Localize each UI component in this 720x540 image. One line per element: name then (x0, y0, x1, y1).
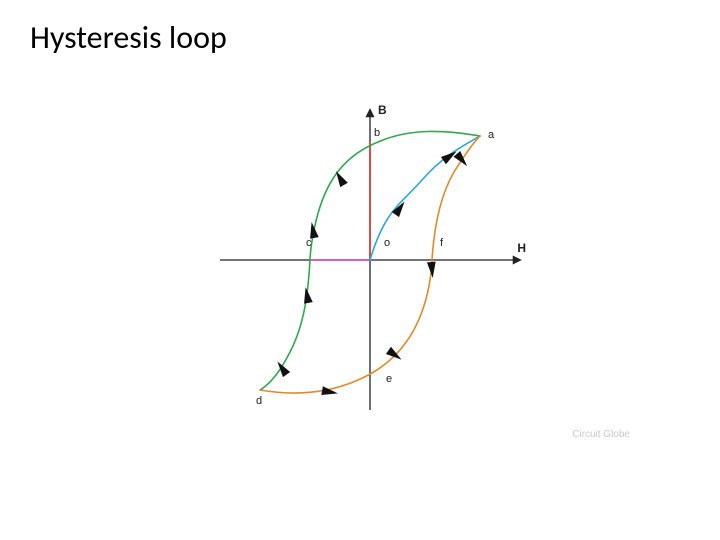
watermark: Circuit Globe (572, 429, 630, 440)
direction-arrow (332, 169, 348, 187)
point-label-a: a (488, 129, 495, 141)
direction-arrow (427, 262, 437, 279)
point-label-f: f (440, 237, 444, 249)
direction-arrow (392, 199, 408, 217)
point-label-c: c (306, 237, 312, 249)
point-label-e: e (386, 373, 392, 385)
hysteresis-diagram: H Ba b c d e f o (210, 100, 530, 420)
point-label-b: b (374, 127, 380, 139)
point-label-o: o (384, 237, 390, 249)
b-axis-label: B (378, 103, 387, 117)
page-title: Hysteresis loop (30, 18, 227, 57)
point-label-d: d (256, 395, 262, 407)
hysteresis-svg: H Ba b c d e f o (210, 100, 530, 420)
direction-arrow (453, 151, 470, 169)
slide: Hysteresis loop H Ba b c d e f o Circuit Globe (0, 0, 720, 540)
h-axis-label: H (517, 241, 526, 255)
